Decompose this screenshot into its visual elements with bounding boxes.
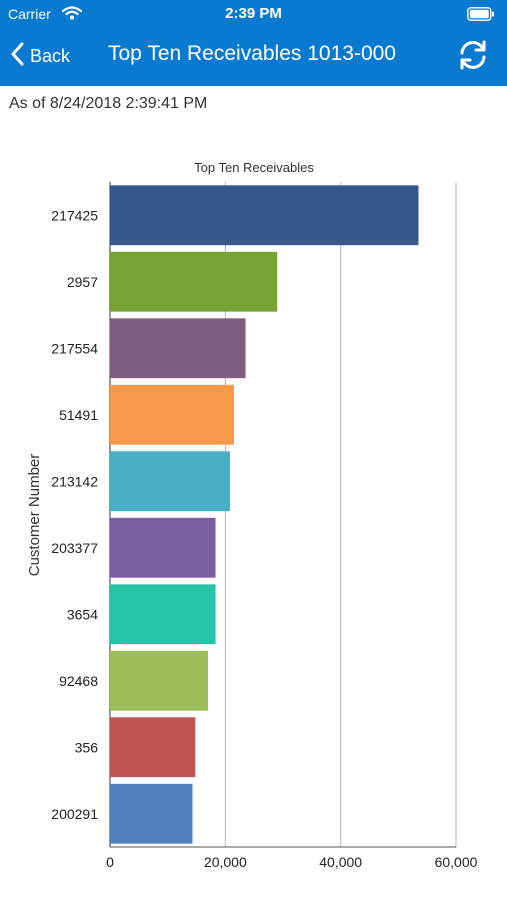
category-label: 92468 xyxy=(59,673,98,689)
back-label: Back xyxy=(30,45,71,66)
navigation-bar: Back Top Ten Receivables 1013-000 xyxy=(0,28,507,86)
bar-217425[interactable] xyxy=(110,185,419,246)
bar-92468[interactable] xyxy=(110,650,209,711)
wifi-icon xyxy=(61,6,83,25)
x-tick-label: 40,000 xyxy=(319,854,362,870)
category-label: 213142 xyxy=(51,473,98,489)
category-label: 203377 xyxy=(51,540,98,556)
bar-3654[interactable] xyxy=(110,584,216,645)
bar-2957[interactable] xyxy=(110,251,278,312)
receivables-chart: Top Ten Receivables Customer Number 2174… xyxy=(0,150,507,890)
bar-213142[interactable] xyxy=(110,451,230,512)
category-label: 2957 xyxy=(67,274,98,290)
status-bar: Carrier 2:39 PM xyxy=(0,0,507,28)
as-of-timestamp: As of 8/24/2018 2:39:41 PM xyxy=(9,95,208,112)
chart-title: Top Ten Receivables xyxy=(194,160,314,175)
carrier-label: Carrier xyxy=(8,6,51,22)
x-tick-label: 60,000 xyxy=(435,854,478,870)
y-axis-label: Customer Number xyxy=(26,454,43,577)
x-tick-label: 0 xyxy=(106,854,114,870)
category-label: 51491 xyxy=(59,407,98,423)
category-label: 217554 xyxy=(51,340,98,356)
category-label: 200291 xyxy=(51,806,98,822)
bar-200291[interactable] xyxy=(110,783,193,844)
category-label: 3654 xyxy=(67,606,98,622)
category-label: 356 xyxy=(75,739,99,755)
battery-icon xyxy=(467,7,495,26)
bar-217554[interactable] xyxy=(110,318,246,379)
page-title: Top Ten Receivables 1013-000 xyxy=(108,42,396,65)
refresh-icon xyxy=(457,40,489,75)
chevron-left-icon xyxy=(10,42,24,71)
status-time: 2:39 PM xyxy=(225,5,282,22)
bar-203377[interactable] xyxy=(110,517,216,578)
back-button[interactable]: Back xyxy=(10,40,70,72)
refresh-button[interactable] xyxy=(457,39,489,76)
bar-chart: Top Ten Receivables Customer Number 2174… xyxy=(26,160,478,870)
x-tick-label: 20,000 xyxy=(204,854,247,870)
category-label: 217425 xyxy=(51,207,98,223)
bar-356[interactable] xyxy=(110,717,196,778)
bar-51491[interactable] xyxy=(110,384,234,445)
